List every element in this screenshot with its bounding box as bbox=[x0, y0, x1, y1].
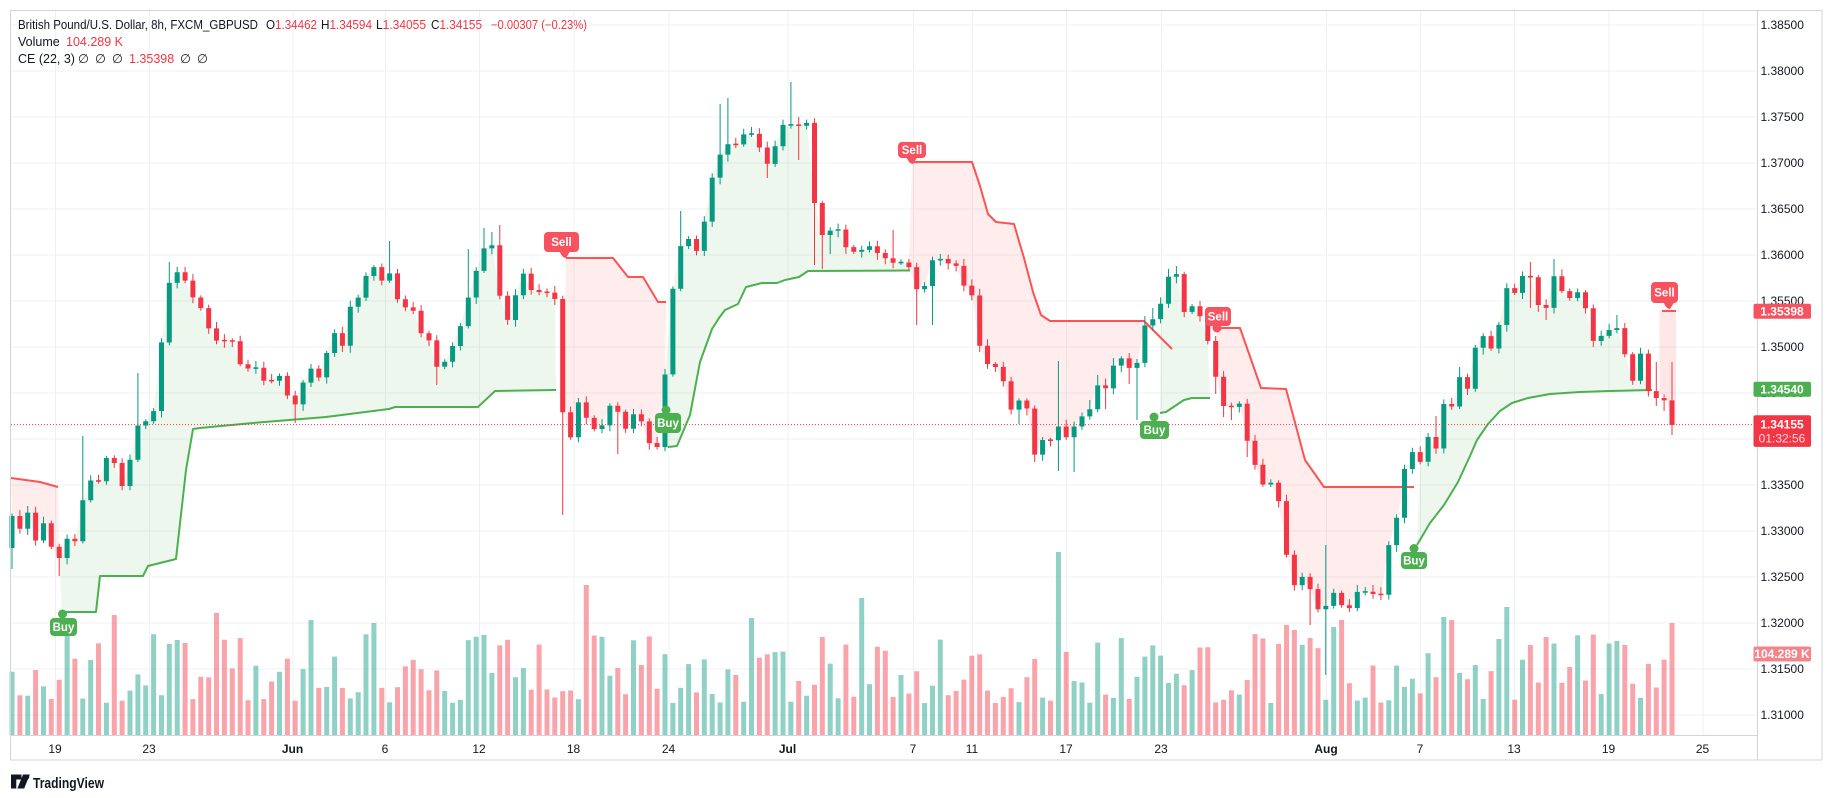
svg-text:1.33500: 1.33500 bbox=[1761, 478, 1805, 492]
svg-text:1.38000: 1.38000 bbox=[1761, 64, 1805, 78]
svg-text:H1.34594: H1.34594 bbox=[321, 18, 372, 32]
svg-text:1.35398: 1.35398 bbox=[129, 52, 174, 66]
svg-text:17: 17 bbox=[1059, 742, 1073, 756]
svg-text:1.38500: 1.38500 bbox=[1761, 18, 1805, 32]
svg-text:Sell: Sell bbox=[1654, 288, 1674, 300]
svg-text:Buy: Buy bbox=[53, 622, 75, 634]
svg-text:1.32500: 1.32500 bbox=[1761, 570, 1805, 584]
svg-text:1.34540: 1.34540 bbox=[1760, 383, 1804, 397]
svg-text:19: 19 bbox=[1602, 742, 1616, 756]
svg-text:19: 19 bbox=[48, 742, 62, 756]
svg-text:CE (22, 3): CE (22, 3) bbox=[18, 52, 75, 66]
svg-text:11: 11 bbox=[966, 742, 979, 756]
svg-text:1.31000: 1.31000 bbox=[1761, 708, 1805, 722]
svg-text:−0.00307 (−0.23%): −0.00307 (−0.23%) bbox=[491, 18, 587, 32]
svg-text:O1.34462: O1.34462 bbox=[266, 18, 317, 32]
svg-text:Jul: Jul bbox=[779, 742, 796, 756]
svg-text:1.35000: 1.35000 bbox=[1761, 340, 1805, 354]
svg-text:∅: ∅ bbox=[197, 52, 208, 66]
svg-text:1.33000: 1.33000 bbox=[1761, 524, 1805, 538]
svg-text:L1.34055: L1.34055 bbox=[376, 18, 426, 32]
svg-text:Sell: Sell bbox=[551, 237, 571, 249]
svg-text:Sell: Sell bbox=[902, 145, 922, 157]
svg-text:1.31500: 1.31500 bbox=[1761, 662, 1805, 676]
svg-text:1.36500: 1.36500 bbox=[1761, 202, 1805, 216]
svg-text:Aug: Aug bbox=[1314, 742, 1337, 756]
svg-text:∅: ∅ bbox=[95, 52, 106, 66]
svg-text:1.37000: 1.37000 bbox=[1761, 156, 1805, 170]
svg-text:24: 24 bbox=[662, 742, 676, 756]
svg-text:7: 7 bbox=[1417, 742, 1424, 756]
svg-text:104.289 K: 104.289 K bbox=[1754, 647, 1810, 661]
svg-text:13: 13 bbox=[1507, 742, 1521, 756]
svg-text:∅: ∅ bbox=[78, 52, 89, 66]
svg-text:104.289 K: 104.289 K bbox=[66, 35, 124, 49]
svg-text:23: 23 bbox=[1154, 742, 1168, 756]
svg-text:1.35398: 1.35398 bbox=[1760, 305, 1804, 319]
svg-text:British Pound/U.S. Dollar, 8h,: British Pound/U.S. Dollar, 8h, FXCM_GBPU… bbox=[18, 18, 258, 32]
svg-text:Buy: Buy bbox=[1403, 556, 1425, 568]
svg-text:Jun: Jun bbox=[282, 742, 303, 756]
svg-text:1.36000: 1.36000 bbox=[1761, 248, 1805, 262]
svg-text:12: 12 bbox=[472, 742, 486, 756]
svg-text:1.32000: 1.32000 bbox=[1761, 616, 1805, 630]
svg-text:6: 6 bbox=[382, 742, 389, 756]
svg-text:Buy: Buy bbox=[657, 418, 679, 430]
svg-text:25: 25 bbox=[1696, 742, 1710, 756]
svg-text:23: 23 bbox=[142, 742, 156, 756]
svg-text:7: 7 bbox=[910, 742, 917, 756]
svg-text:1.37500: 1.37500 bbox=[1761, 110, 1805, 124]
svg-text:Sell: Sell bbox=[1208, 312, 1228, 324]
svg-text:1.34155: 1.34155 bbox=[1760, 418, 1804, 432]
svg-text:Volume: Volume bbox=[18, 35, 60, 49]
svg-text:TradingView: TradingView bbox=[33, 776, 105, 792]
svg-text:18: 18 bbox=[567, 742, 581, 756]
svg-text:∅: ∅ bbox=[180, 52, 191, 66]
svg-text:C1.34155: C1.34155 bbox=[431, 18, 482, 32]
svg-text:01:32:56: 01:32:56 bbox=[1759, 432, 1806, 446]
svg-text:∅: ∅ bbox=[112, 52, 123, 66]
svg-text:Buy: Buy bbox=[1144, 425, 1166, 437]
